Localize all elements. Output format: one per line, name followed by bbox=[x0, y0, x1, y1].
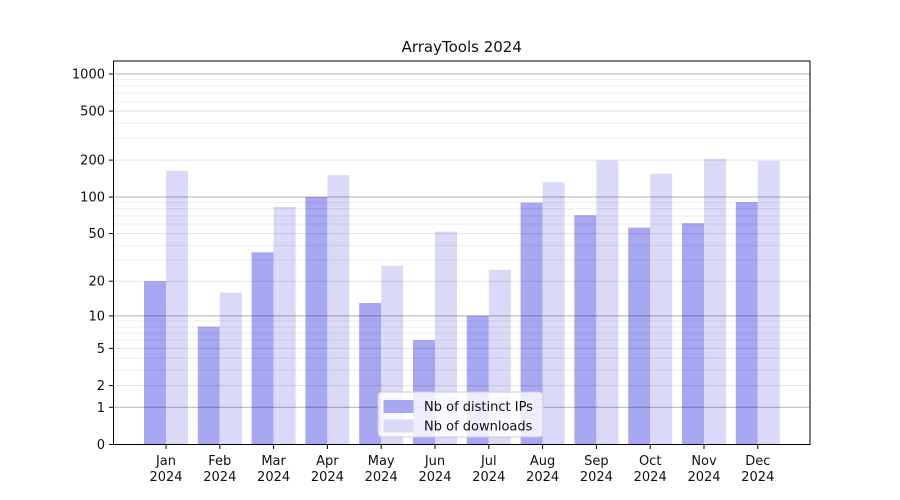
x-tick-year-oct: 2024 bbox=[634, 470, 667, 485]
y-tick-label-1: 1 bbox=[97, 401, 105, 416]
x-tick-label-jul: Jul bbox=[480, 454, 497, 469]
x-tick-label-aug: Aug bbox=[530, 454, 555, 469]
x-tick-label-oct: Oct bbox=[639, 454, 661, 469]
x-tick-year-may: 2024 bbox=[365, 470, 398, 485]
legend-swatch-nb-of-downloads bbox=[383, 419, 414, 433]
bar-nb-of-downloads-jan bbox=[166, 170, 188, 445]
x-tick-label-apr: Apr bbox=[316, 454, 339, 469]
y-tick-label-100: 100 bbox=[80, 191, 105, 206]
legend-swatch-nb-of-distinct-ips bbox=[383, 400, 414, 413]
x-tick-label-sep: Sep bbox=[584, 454, 609, 469]
legend-label-nb-of-downloads: Nb of downloads bbox=[424, 420, 533, 435]
bar-nb-of-downloads-jun bbox=[435, 231, 457, 445]
axes-layer: 01251020501002005001000Jan2024Feb2024Mar… bbox=[72, 60, 811, 485]
x-tick-year-feb: 2024 bbox=[203, 470, 236, 485]
x-tick-year-nov: 2024 bbox=[687, 470, 720, 485]
bar-nb-of-distinct-ips-aug bbox=[520, 202, 543, 445]
bar-nb-of-downloads-dec bbox=[757, 160, 780, 445]
x-tick-label-dec: Dec bbox=[745, 454, 770, 469]
bar-nb-of-distinct-ips-mar bbox=[251, 252, 274, 445]
x-tick-year-sep: 2024 bbox=[580, 470, 613, 485]
bar-nb-of-downloads-aug bbox=[542, 182, 565, 445]
bar-nb-of-downloads-oct bbox=[650, 173, 673, 445]
x-tick-year-apr: 2024 bbox=[311, 470, 344, 485]
y-tick-label-200: 200 bbox=[80, 154, 105, 169]
y-tick-label-50: 50 bbox=[88, 227, 105, 242]
bar-nb-of-distinct-ips-may bbox=[359, 303, 382, 445]
bar-nb-of-distinct-ips-apr bbox=[305, 197, 328, 445]
x-tick-label-feb: Feb bbox=[208, 454, 231, 469]
legend-label-nb-of-distinct-ips: Nb of distinct IPs bbox=[424, 400, 533, 415]
bar-nb-of-distinct-ips-dec bbox=[735, 202, 758, 445]
bar-nb-of-distinct-ips-jan bbox=[144, 281, 166, 445]
grid-layer bbox=[113, 73, 810, 408]
x-tick-label-jan: Jan bbox=[155, 454, 176, 469]
x-tick-label-mar: Mar bbox=[261, 454, 286, 469]
bar-nb-of-downloads-feb bbox=[219, 292, 242, 445]
bar-nb-of-downloads-mar bbox=[273, 206, 296, 445]
x-tick-year-aug: 2024 bbox=[526, 470, 559, 485]
chart-title: ArrayTools 2024 bbox=[402, 38, 522, 56]
y-tick-label-5: 5 bbox=[97, 342, 105, 357]
legend-box bbox=[377, 391, 544, 438]
x-tick-year-jun: 2024 bbox=[418, 470, 451, 485]
x-tick-year-jul: 2024 bbox=[472, 470, 505, 485]
bar-nb-of-downloads-sep bbox=[596, 160, 619, 445]
y-tick-label-0: 0 bbox=[97, 438, 105, 453]
bar-nb-of-distinct-ips-oct bbox=[628, 227, 651, 445]
bar-nb-of-downloads-nov bbox=[704, 158, 726, 445]
x-tick-year-mar: 2024 bbox=[257, 470, 290, 485]
plot-border bbox=[113, 60, 811, 445]
y-tick-label-20: 20 bbox=[88, 275, 105, 290]
x-tick-label-jun: Jun bbox=[424, 454, 445, 469]
y-tick-label-1000: 1000 bbox=[72, 68, 105, 83]
y-tick-label-2: 2 bbox=[97, 379, 105, 394]
y-tick-label-500: 500 bbox=[80, 105, 105, 120]
bar-nb-of-downloads-apr bbox=[327, 175, 350, 445]
legend: Nb of distinct IPs Nb of downloads bbox=[377, 391, 544, 438]
x-tick-label-nov: Nov bbox=[691, 454, 717, 469]
x-tick-year-dec: 2024 bbox=[741, 470, 774, 485]
y-tick-label-10: 10 bbox=[88, 309, 105, 324]
bar-nb-of-distinct-ips-nov bbox=[682, 223, 704, 445]
bar-nb-of-distinct-ips-sep bbox=[574, 215, 597, 445]
bar-nb-of-distinct-ips-feb bbox=[197, 326, 220, 445]
x-tick-label-may: May bbox=[368, 454, 395, 469]
x-tick-year-jan: 2024 bbox=[149, 470, 182, 485]
